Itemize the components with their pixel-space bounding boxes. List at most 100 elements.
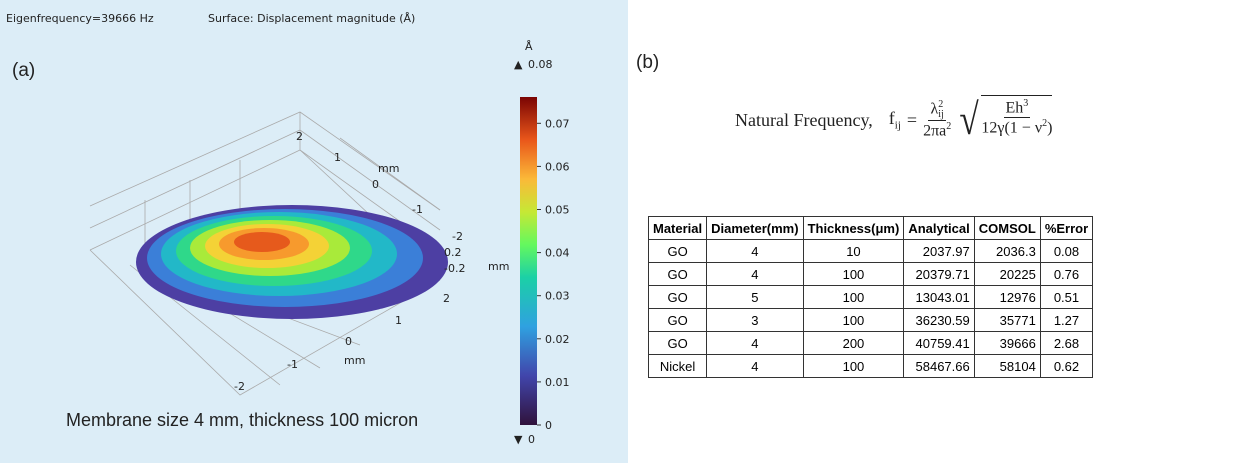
- formula: Natural Frequency, fij = λ2ij 2πa2 √ Eh3…: [735, 95, 1052, 145]
- membrane: [136, 205, 448, 319]
- colorbar-tick-label: 0.01: [545, 376, 570, 389]
- table-cell: Nickel: [649, 355, 707, 378]
- colorbar-tick-label: 0.03: [545, 290, 570, 303]
- colorbar-unit: Å: [525, 40, 533, 53]
- table-cell: 100: [803, 355, 904, 378]
- plot: Eigenfrequency=39666 Hz Surface: Displac…: [0, 0, 628, 463]
- axis-unit: mm: [378, 162, 399, 175]
- subtitle: Surface: Displacement magnitude (Å): [208, 12, 415, 25]
- num: λ: [930, 101, 938, 118]
- table-cell: 2036.3: [974, 240, 1040, 263]
- table-cell: 58104: [974, 355, 1040, 378]
- colorbar-tick-label: 0.02: [545, 333, 570, 346]
- header-cell: Analytical: [904, 217, 974, 240]
- table-cell: 0.62: [1040, 355, 1092, 378]
- root-sign: √: [960, 95, 979, 145]
- table-cell: GO: [649, 332, 707, 355]
- colorbar-min-arrow: ▼: [514, 433, 523, 446]
- table-cell: 39666: [974, 332, 1040, 355]
- table-cell: 200: [803, 332, 904, 355]
- table-cell: 2037.97: [904, 240, 974, 263]
- root-num: Eh: [1006, 99, 1024, 116]
- axis-tick: -2: [234, 380, 245, 393]
- root-numerator: Eh3: [1004, 98, 1031, 118]
- formula-lhs: fij: [889, 108, 901, 132]
- axis-tick: 0: [345, 335, 352, 348]
- table-cell: 5: [707, 286, 803, 309]
- root-den: 12γ(1 − ν: [981, 120, 1042, 137]
- table-cell: 100: [803, 286, 904, 309]
- colorbar: [520, 97, 537, 425]
- den: 2πa: [923, 122, 946, 139]
- table-cell: 58467.66: [904, 355, 974, 378]
- table-cell: 0.08: [1040, 240, 1092, 263]
- denominator: 2πa2: [923, 121, 951, 140]
- table-cell: 4: [707, 332, 803, 355]
- axis-tick: 2: [443, 292, 450, 305]
- caption: Membrane size 4 mm, thickness 100 micron: [66, 410, 418, 431]
- table-cell: 36230.59: [904, 309, 974, 332]
- table-cell: 1.27: [1040, 309, 1092, 332]
- table-cell: GO: [649, 286, 707, 309]
- colorbar-tick-label: 0.06: [545, 160, 570, 173]
- root-fraction: Eh3 12γ(1 − ν2): [981, 95, 1052, 145]
- panel-label: (a): [12, 60, 35, 82]
- table-cell: 3: [707, 309, 803, 332]
- root-den-end: ): [1047, 120, 1052, 137]
- axis-unit: mm: [344, 354, 365, 367]
- table-cell: 35771: [974, 309, 1040, 332]
- header-cell: %Error: [1040, 217, 1092, 240]
- header-cell: Material: [649, 217, 707, 240]
- axis-tick: -1: [287, 358, 298, 371]
- table-cell: 100: [803, 263, 904, 286]
- axis-tick: -0.2: [444, 262, 465, 275]
- colorbar-tick-label: 0.07: [545, 117, 570, 130]
- root-num-sup: 3: [1023, 98, 1028, 109]
- axis-unit: mm: [488, 260, 509, 273]
- table-cell: 0.76: [1040, 263, 1092, 286]
- axis-tick: 2: [296, 130, 303, 143]
- num-sub: ij: [938, 110, 944, 120]
- table-cell: 4: [707, 263, 803, 286]
- lhs-sub: ij: [895, 120, 901, 132]
- panel-label: (b): [636, 52, 659, 74]
- axis-tick: 0: [372, 178, 379, 191]
- table-cell: 20379.71: [904, 263, 974, 286]
- colorbar-tick-label: 0.05: [545, 204, 570, 217]
- page: Eigenfrequency=39666 Hz Surface: Displac…: [0, 0, 1245, 463]
- table-cell: GO: [649, 240, 707, 263]
- table-cell: GO: [649, 309, 707, 332]
- table-cell: 4: [707, 240, 803, 263]
- table-cell: 100: [803, 309, 904, 332]
- colorbar-min: 0: [528, 433, 535, 446]
- header-cell: Thickness(μm): [803, 217, 904, 240]
- title: Eigenfrequency=39666 Hz: [6, 12, 154, 25]
- table-cell: 2.68: [1040, 332, 1092, 355]
- axis-tick: 1: [395, 314, 402, 327]
- colorbar-ticks: 00.010.020.030.040.050.060.07: [537, 117, 570, 432]
- colorbar-max: 0.08: [528, 58, 553, 71]
- table-cell: 13043.01: [904, 286, 974, 309]
- den-sup: 2: [946, 121, 951, 132]
- table-cell: 40759.41: [904, 332, 974, 355]
- table-cell: GO: [649, 263, 707, 286]
- root-denominator: 12γ(1 − ν2): [981, 118, 1052, 137]
- colorbar-tick-label: 0: [545, 419, 552, 432]
- table-cell: 12976: [974, 286, 1040, 309]
- axis-tick: 1: [334, 151, 341, 164]
- table-cell: 20225: [974, 263, 1040, 286]
- axis-tick: -2: [452, 230, 463, 243]
- colorbar-max-arrow: ▲: [514, 58, 523, 71]
- table-cell: 0.51: [1040, 286, 1092, 309]
- root: √ Eh3 12γ(1 − ν2): [957, 95, 1052, 145]
- table-cell: 4: [707, 355, 803, 378]
